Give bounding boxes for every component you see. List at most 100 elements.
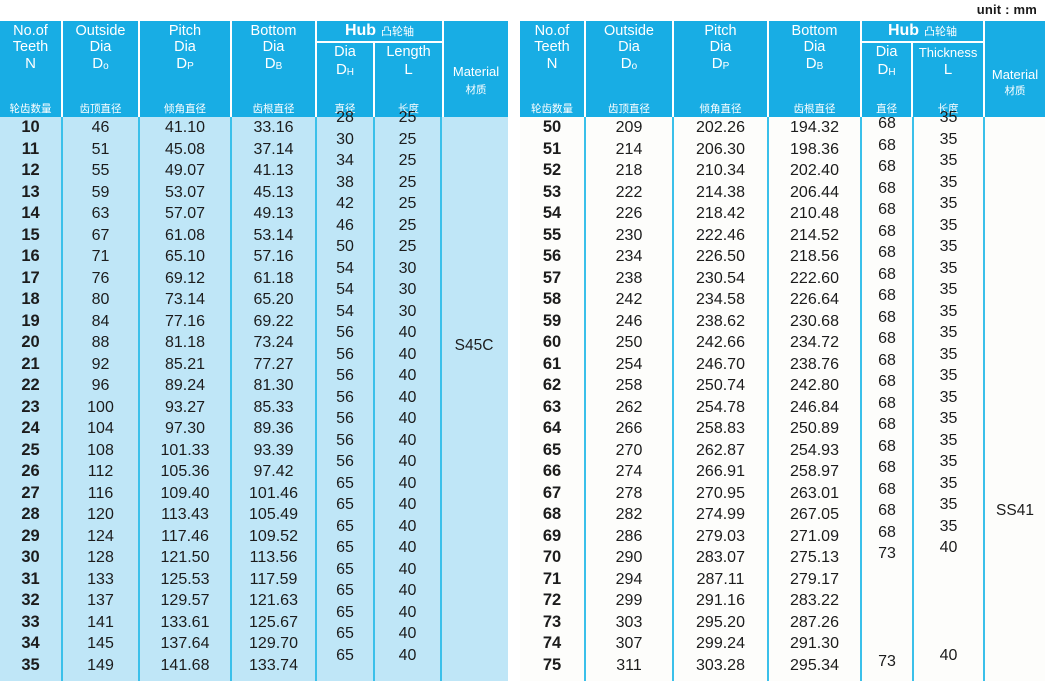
header-bottom-dia: Bottom Dia DB 齿根直径: [232, 21, 317, 117]
teeth-cell: 25: [21, 440, 40, 459]
data-cell: 96: [91, 377, 110, 395]
data-cell: 54: [336, 259, 354, 277]
teeth-cell: 75: [542, 655, 562, 674]
data-cell: 69.22: [253, 312, 294, 330]
header-bottom-cn: 齿根直径: [252, 103, 295, 115]
data-cell: 40: [398, 431, 417, 449]
data-cell: 234.58: [696, 291, 745, 309]
data-cell: 68: [878, 523, 896, 541]
teeth-cell: 67: [542, 483, 562, 502]
teeth-cell: 68: [542, 505, 562, 524]
data-cell: 97.30: [164, 420, 206, 438]
data-cell: 93.39: [253, 441, 294, 459]
data-cell: 222: [615, 183, 643, 201]
data-cell: 262.87: [696, 441, 745, 459]
header-material-en: Material: [452, 64, 500, 80]
data-cell: 65: [336, 603, 354, 621]
left-table-body: 10 11 12 13 14 15 16 17 18 19 20 21 22 23 24 25 26 27 28 29…: [0, 109, 508, 681]
data-cell: 101.33: [160, 441, 210, 459]
data-cell: 258.97: [790, 463, 839, 481]
teeth-cell: 73: [542, 612, 562, 631]
data-cell: 61.08: [164, 226, 206, 244]
data-cell: 35: [939, 474, 958, 492]
data-cell: 274: [615, 463, 643, 481]
data-cell: 35: [939, 238, 958, 256]
header-outside-symbol: Do: [92, 55, 109, 72]
data-cell: 37.14: [253, 140, 294, 158]
data-cell: 218.56: [790, 248, 839, 266]
data-cell: 68: [878, 222, 896, 240]
data-cell: 100: [87, 398, 114, 416]
data-cell: 68: [878, 416, 896, 434]
data-cell: 67: [91, 226, 110, 244]
data-cell: 68: [878, 330, 896, 348]
header-outside-line1: Outside: [75, 23, 126, 39]
data-cell: 35: [939, 367, 958, 385]
data-cell: 116: [87, 484, 114, 502]
header-outside-dia: Outside Dia Do 齿顶直径: [63, 21, 140, 117]
data-cell: 68: [878, 265, 896, 283]
data-cell: [862, 608, 912, 630]
data-cell: 120: [87, 506, 114, 524]
teeth-cell: 71: [542, 569, 562, 588]
data-cell: 108: [87, 441, 114, 459]
header-teeth-cn-right: 轮齿数量: [531, 103, 573, 115]
data-cell: 65: [336, 474, 354, 492]
teeth-cell: 27: [21, 483, 40, 502]
data-cell: 40: [398, 646, 417, 664]
header-hub-dia: Dia DH 直径: [317, 43, 375, 117]
data-cell: 230.68: [790, 312, 839, 330]
data-cell: 263.01: [790, 484, 839, 502]
header-outside-line1-right: Outside: [604, 23, 654, 39]
right-col-material: SS41: [985, 117, 1045, 681]
header-hub-en-right: Hub: [887, 22, 920, 39]
data-cell: 299.24: [696, 635, 745, 653]
header-outside-cn-right: 齿顶直径: [608, 103, 650, 115]
data-cell: 141: [87, 613, 114, 631]
teeth-cell: 31: [21, 569, 40, 588]
data-cell: 234: [615, 248, 643, 266]
header-hub-cn-right: 凸轮轴: [924, 26, 958, 38]
data-cell: 258.83: [696, 420, 745, 438]
left-col-hub-dia: 28 30 34 38 42 46 50 54 54 54 56 56 56 56 56 56 56 65 65 65…: [317, 109, 375, 681]
data-cell: 266: [615, 420, 643, 438]
right-table-background: [520, 117, 1045, 681]
teeth-cell: 20: [21, 333, 40, 352]
data-cell: 68: [878, 502, 896, 520]
data-cell: 141.68: [160, 656, 210, 674]
teeth-cell: 29: [21, 526, 40, 545]
data-cell: 299: [615, 592, 643, 610]
data-cell: 124: [87, 527, 114, 545]
left-col-material: S45C: [442, 117, 506, 681]
data-cell: 210.48: [790, 205, 839, 223]
data-cell: 50: [336, 238, 354, 256]
header-pitch-cn: 倾角直径: [164, 103, 206, 115]
data-cell: 25: [398, 216, 417, 234]
teeth-cell: 30: [21, 548, 40, 567]
data-cell: 57.07: [164, 205, 206, 223]
data-cell: 46: [91, 119, 110, 136]
teeth-cell: 13: [21, 182, 40, 201]
data-cell: 113.56: [249, 549, 298, 567]
data-cell: 25: [398, 130, 417, 148]
left-col-pitch: 41.10 45.08 49.07 53.07 57.07 61.08 65.10 69.12…: [140, 117, 232, 681]
data-cell: 105.49: [249, 506, 298, 524]
right-spec-table: No.of Teeth N 轮齿数量 Outside Dia Do 齿顶直径 P…: [520, 21, 1045, 681]
header-teeth-line1-right: No.of: [534, 23, 570, 39]
data-cell: 65.10: [164, 248, 206, 266]
data-cell: 246.84: [790, 398, 839, 416]
header-hub-group-right: Hub 凸轮轴 Dia DH 直径 Thickness L 长度: [862, 21, 985, 117]
header-bottom-line2-right: Dia: [803, 38, 826, 55]
teeth-cell: 61: [542, 354, 562, 373]
data-cell: 149: [87, 656, 114, 674]
teeth-cell: 58: [542, 290, 562, 309]
data-cell: 303: [615, 613, 643, 631]
data-cell: 117.59: [249, 570, 298, 588]
data-cell: 93.27: [164, 398, 206, 416]
left-col-teeth: 10 11 12 13 14 15 16 17 18 19 20 21 22 23 24 25 26 27 28 29…: [0, 117, 63, 681]
data-cell: 35: [939, 109, 958, 126]
data-cell: 246: [615, 312, 643, 330]
data-cell: 40: [398, 603, 417, 621]
header-hub-dia-en-right: Dia: [875, 44, 898, 60]
data-cell: 226.64: [790, 291, 839, 309]
